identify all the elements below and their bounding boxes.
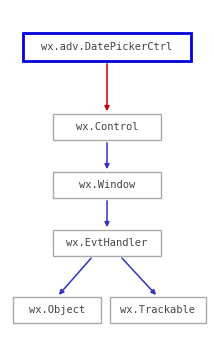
Bar bbox=[53, 114, 161, 140]
Bar bbox=[53, 172, 161, 198]
Bar bbox=[13, 297, 101, 323]
Bar bbox=[53, 230, 161, 256]
Bar bbox=[23, 33, 191, 61]
Text: wx.Trackable: wx.Trackable bbox=[120, 305, 196, 315]
Text: wx.Window: wx.Window bbox=[79, 180, 135, 190]
Text: wx.EvtHandler: wx.EvtHandler bbox=[66, 238, 148, 248]
Bar bbox=[110, 297, 206, 323]
Text: wx.adv.DatePickerCtrl: wx.adv.DatePickerCtrl bbox=[41, 42, 173, 52]
Text: wx.Object: wx.Object bbox=[29, 305, 85, 315]
Text: wx.Control: wx.Control bbox=[76, 122, 138, 132]
